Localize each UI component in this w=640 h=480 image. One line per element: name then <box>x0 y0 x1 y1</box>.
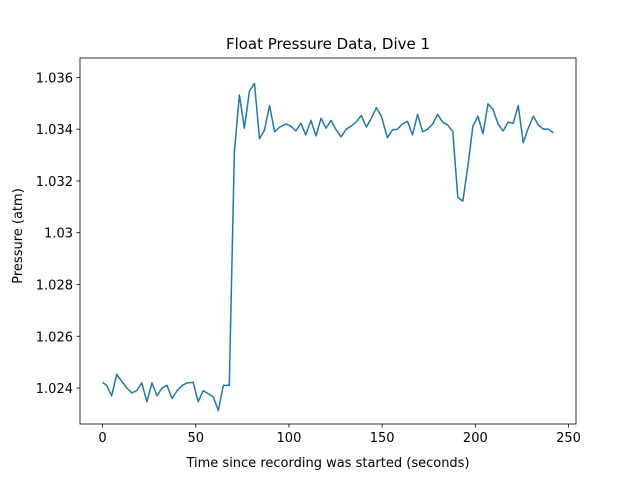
y-tick-label: 1.028 <box>36 278 73 293</box>
y-tick-label: 1.03 <box>44 227 73 242</box>
y-axis-label: Pressure (atm) <box>11 188 26 284</box>
plot-frame <box>79 57 577 425</box>
chart-title: Float Pressure Data, Dive 1 <box>226 35 430 53</box>
x-axis-label: Time since recording was started (second… <box>185 456 469 471</box>
x-tick-label: 100 <box>277 431 302 446</box>
y-tick-label: 1.026 <box>36 330 73 345</box>
y-tick-label: 1.032 <box>36 175 73 190</box>
x-tick-label: 0 <box>98 431 106 446</box>
y-tick-label: 1.036 <box>36 71 73 86</box>
x-tick-label: 250 <box>556 431 581 446</box>
y-tick-label: 1.024 <box>36 382 73 397</box>
y-tick-label: 1.034 <box>36 123 73 138</box>
x-tick-label: 150 <box>370 431 395 446</box>
data-line <box>102 82 554 412</box>
x-tick-label: 50 <box>187 431 204 446</box>
x-tick-label: 200 <box>463 431 488 446</box>
